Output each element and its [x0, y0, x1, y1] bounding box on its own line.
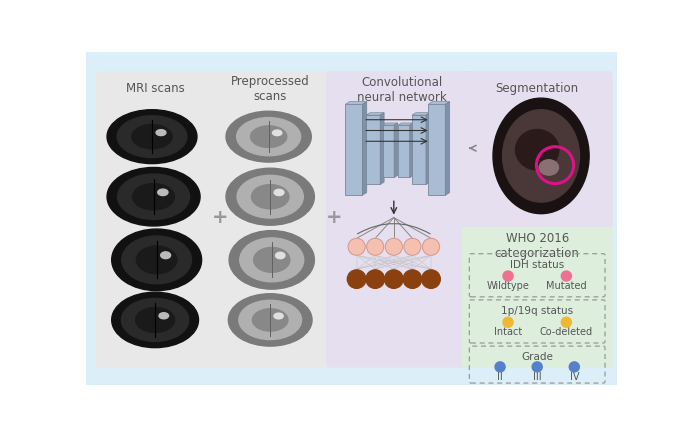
Polygon shape: [445, 102, 449, 195]
Polygon shape: [380, 113, 384, 184]
Ellipse shape: [272, 130, 282, 136]
Ellipse shape: [107, 110, 197, 164]
Ellipse shape: [132, 125, 172, 149]
Text: IV: IV: [569, 372, 579, 382]
Text: Co-deleted: Co-deleted: [540, 327, 593, 337]
Ellipse shape: [132, 184, 174, 210]
Ellipse shape: [252, 309, 288, 331]
FancyBboxPatch shape: [326, 71, 477, 368]
Polygon shape: [345, 102, 367, 104]
Ellipse shape: [274, 189, 284, 196]
Polygon shape: [366, 115, 380, 184]
Polygon shape: [398, 123, 413, 125]
FancyBboxPatch shape: [462, 71, 613, 229]
Polygon shape: [412, 115, 426, 184]
Ellipse shape: [250, 126, 287, 148]
Ellipse shape: [117, 116, 187, 158]
Text: MRI scans: MRI scans: [126, 82, 185, 95]
Text: +: +: [211, 208, 228, 227]
Text: Mutated: Mutated: [546, 281, 587, 291]
Ellipse shape: [122, 236, 191, 284]
Circle shape: [532, 362, 542, 372]
Circle shape: [569, 362, 580, 372]
Ellipse shape: [107, 168, 200, 226]
Text: IDH status: IDH status: [510, 260, 565, 270]
Text: Preprocessed
scans: Preprocessed scans: [230, 75, 309, 103]
Ellipse shape: [156, 129, 166, 136]
Text: WHO 2016
categorization: WHO 2016 categorization: [495, 232, 580, 260]
Circle shape: [503, 317, 513, 327]
Ellipse shape: [229, 231, 314, 289]
Polygon shape: [383, 125, 394, 178]
Polygon shape: [366, 113, 384, 115]
Ellipse shape: [237, 118, 300, 156]
Ellipse shape: [159, 313, 169, 319]
FancyBboxPatch shape: [84, 50, 619, 388]
Polygon shape: [428, 102, 449, 104]
Circle shape: [385, 270, 403, 288]
Ellipse shape: [226, 168, 314, 225]
Polygon shape: [428, 104, 445, 195]
Circle shape: [422, 270, 440, 288]
Ellipse shape: [117, 174, 189, 220]
Circle shape: [403, 270, 422, 288]
Text: Convolutional
neural network: Convolutional neural network: [357, 77, 447, 104]
Ellipse shape: [112, 229, 202, 291]
Ellipse shape: [240, 238, 304, 282]
Text: Intact: Intact: [494, 327, 522, 337]
Ellipse shape: [239, 300, 302, 339]
Polygon shape: [394, 123, 398, 178]
Ellipse shape: [276, 252, 285, 259]
Circle shape: [367, 238, 383, 255]
Polygon shape: [362, 102, 367, 195]
Text: III: III: [533, 372, 541, 382]
FancyBboxPatch shape: [96, 71, 215, 368]
Ellipse shape: [158, 189, 168, 196]
Ellipse shape: [137, 246, 177, 274]
Circle shape: [366, 270, 385, 288]
FancyBboxPatch shape: [212, 71, 329, 368]
Polygon shape: [426, 113, 430, 184]
Ellipse shape: [161, 252, 171, 259]
Ellipse shape: [112, 292, 198, 348]
Text: Wildtype: Wildtype: [486, 281, 530, 291]
Circle shape: [347, 270, 366, 288]
Ellipse shape: [254, 247, 290, 272]
Ellipse shape: [136, 307, 175, 333]
Ellipse shape: [228, 294, 312, 346]
Ellipse shape: [503, 110, 580, 202]
Circle shape: [561, 271, 571, 281]
Polygon shape: [383, 123, 398, 125]
Ellipse shape: [493, 98, 589, 213]
Circle shape: [495, 362, 505, 372]
Text: 1p/19q status: 1p/19q status: [501, 307, 573, 317]
Text: Segmentation: Segmentation: [495, 82, 579, 95]
Circle shape: [503, 271, 513, 281]
Text: +: +: [325, 208, 342, 227]
Polygon shape: [398, 125, 410, 178]
Circle shape: [386, 238, 402, 255]
Circle shape: [423, 238, 440, 255]
Circle shape: [348, 238, 365, 255]
Circle shape: [404, 238, 421, 255]
Polygon shape: [412, 113, 430, 115]
Polygon shape: [345, 104, 362, 195]
Text: II: II: [497, 372, 503, 382]
Ellipse shape: [226, 111, 311, 162]
Ellipse shape: [252, 184, 289, 209]
FancyBboxPatch shape: [462, 227, 613, 368]
Ellipse shape: [516, 129, 559, 170]
Ellipse shape: [237, 175, 303, 218]
Polygon shape: [410, 123, 413, 178]
Circle shape: [561, 317, 571, 327]
Text: Grade: Grade: [521, 352, 553, 362]
Ellipse shape: [539, 160, 558, 175]
Ellipse shape: [121, 298, 189, 341]
Ellipse shape: [274, 313, 283, 319]
